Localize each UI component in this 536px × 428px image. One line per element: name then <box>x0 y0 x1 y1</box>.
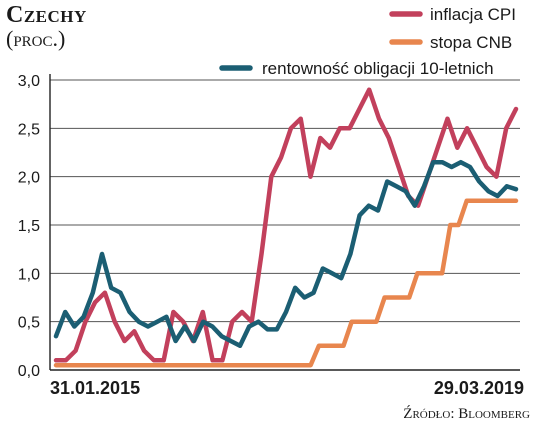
x-axis: 31.01.2015 29.03.2019 <box>50 378 524 398</box>
grid-lines <box>49 74 520 371</box>
series-line-2 <box>53 159 519 349</box>
x-end-label: 29.03.2019 <box>434 378 524 398</box>
y-tick-label: 3,0 <box>18 73 40 90</box>
series-line-1 <box>53 198 519 368</box>
series-lines <box>53 87 519 368</box>
chart-title: Czechy <box>6 2 87 28</box>
legend: inflacja CPI stopa CNB rentowność obligacj… <box>219 5 516 78</box>
series-line-0 <box>53 87 519 363</box>
legend-label: stopa CNB <box>430 33 512 52</box>
y-tick-label: 1,0 <box>18 266 40 283</box>
y-tick-label: 1,5 <box>18 218 40 235</box>
source-note: Źródło: Bloomberg <box>403 406 530 422</box>
chart-subtitle: (proc.) <box>6 26 66 51</box>
legend-label: rentowność obligacji 10-letnich <box>262 59 494 78</box>
y-tick-label: 2,5 <box>18 121 40 138</box>
y-tick-label: 2,0 <box>18 170 40 187</box>
x-start-label: 31.01.2015 <box>50 378 140 398</box>
y-tick-label: 0,5 <box>18 315 40 332</box>
y-tick-label: 0,0 <box>18 363 40 380</box>
y-axis: 3,0 2,5 2,0 1,5 1,0 0,5 0,0 <box>18 73 40 380</box>
legend-label: inflacja CPI <box>430 5 516 24</box>
